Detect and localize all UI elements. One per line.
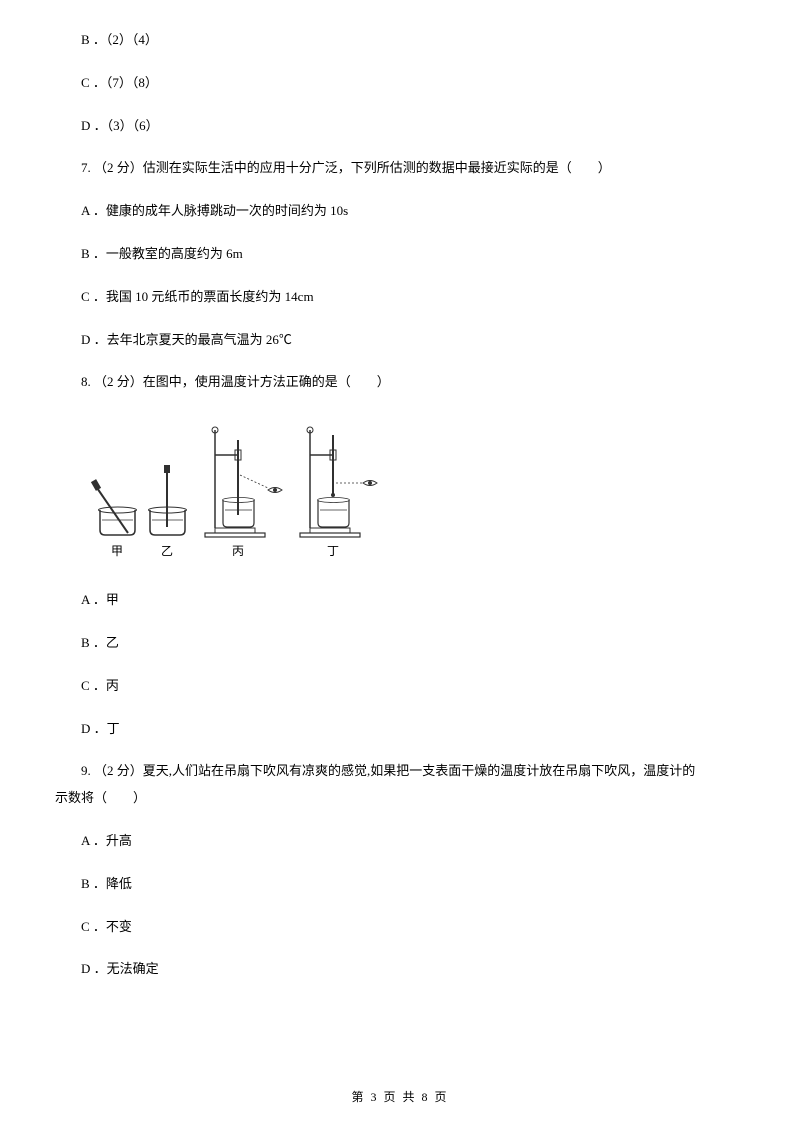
q8-option-a: A ．甲 [55, 590, 745, 611]
q9-option-a: A ．升高 [55, 831, 745, 852]
diagram-yi [149, 465, 187, 535]
prev-option-b: B ．（2）（4） [55, 30, 745, 51]
prev-option-c: C ．（7）（8） [55, 73, 745, 94]
q8-option-b: B ．乙 [55, 633, 745, 654]
thermometer-diagram-svg: 甲 乙 丙 [90, 415, 390, 565]
q9-option-c: C ．不变 [55, 917, 745, 938]
prev-option-d: D ．（3）（6） [55, 116, 745, 137]
q7-option-d: D ．去年北京夏天的最高气温为 26℃ [55, 330, 745, 351]
q8-option-d: D ．丁 [55, 719, 745, 740]
q9-option-d: D ．无法确定 [55, 959, 745, 980]
q7-option-a: A ．健康的成年人脉搏跳动一次的时间约为 10s [55, 201, 745, 222]
diagram-bing [205, 427, 282, 537]
q8-option-c: C ．丙 [55, 676, 745, 697]
q9-stem-line2: 示数将（ ） [55, 788, 745, 809]
q9-stem-line1: 9. （2 分）夏天,人们站在吊扇下吹风有凉爽的感觉,如果把一支表面干燥的温度计… [55, 761, 745, 782]
q7-option-c: C ．我国 10 元纸币的票面长度约为 14cm [55, 287, 745, 308]
label-bing: 丙 [232, 544, 244, 558]
q7-stem: 7. （2 分）估测在实际生活中的应用十分广泛，下列所估测的数据中最接近实际的是… [55, 158, 745, 179]
q9-option-b: B ．降低 [55, 874, 745, 895]
label-jia: 甲 [111, 544, 123, 558]
diagram-jia [91, 479, 137, 535]
label-yi: 乙 [161, 544, 173, 558]
diagram-ding [300, 427, 377, 537]
q7-option-b: B ．一般教室的高度约为 6m [55, 244, 745, 265]
q8-figure: 甲 乙 丙 [90, 415, 745, 565]
label-ding: 丁 [327, 544, 339, 558]
page-footer: 第 3 页 共 8 页 [0, 1088, 800, 1107]
q8-stem: 8. （2 分）在图中，使用温度计方法正确的是（ ） [55, 372, 745, 393]
